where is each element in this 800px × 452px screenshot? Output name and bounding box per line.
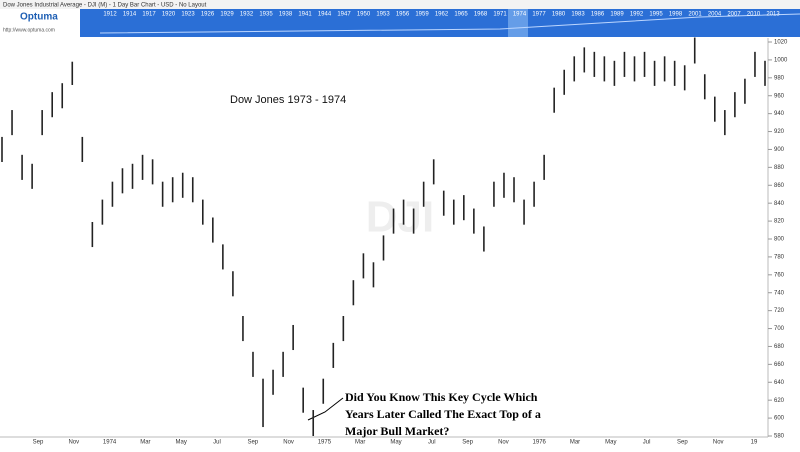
x-tick-label: Sep xyxy=(33,440,44,446)
timeline-year: 1992 xyxy=(630,12,644,18)
timeline-year: 1986 xyxy=(591,12,605,18)
y-tick-label: 700 xyxy=(774,326,785,332)
y-tick-label: 820 xyxy=(774,219,785,225)
timeline-year: 2007 xyxy=(727,12,741,18)
timeline-year: 2004 xyxy=(708,12,722,18)
x-tick-label: Jul xyxy=(428,440,436,446)
watermark: DJI xyxy=(366,193,434,242)
y-tick-label: 660 xyxy=(774,362,785,368)
timeline-selection xyxy=(508,9,528,37)
x-tick-label: Mar xyxy=(570,440,580,446)
annotation: Did You Know This Key Cycle Which xyxy=(345,390,538,404)
x-tick-label: 1974 xyxy=(103,440,117,446)
timeline-year: 1944 xyxy=(318,12,332,18)
timeline-year: 1974 xyxy=(513,12,527,18)
annotation: Major Bull Market? xyxy=(345,424,449,438)
x-tick-label: 1976 xyxy=(533,440,547,446)
timeline-year: 1959 xyxy=(415,12,429,18)
y-tick-label: 720 xyxy=(774,308,785,314)
annotation: Years Later Called The Exact Top of a xyxy=(345,407,541,421)
timeline-year: 1956 xyxy=(396,12,410,18)
y-tick-label: 940 xyxy=(774,111,785,117)
y-tick-label: 900 xyxy=(774,147,785,153)
x-tick-label: Mar xyxy=(140,440,150,446)
y-tick-label: 980 xyxy=(774,75,785,81)
timeline-year: 1926 xyxy=(201,12,215,18)
y-tick-label: 860 xyxy=(774,183,785,189)
x-tick-label: Jul xyxy=(213,440,221,446)
x-tick-label: Sep xyxy=(677,440,688,446)
timeline-year: 1965 xyxy=(454,12,468,18)
logo-box xyxy=(0,9,80,37)
y-tick-label: 1020 xyxy=(774,40,788,46)
x-tick-label: 19 xyxy=(751,440,758,446)
y-tick-label: 640 xyxy=(774,380,785,386)
timeline-year: 1941 xyxy=(298,12,312,18)
x-tick-label: May xyxy=(390,440,401,446)
x-tick-label: Nov xyxy=(713,440,724,446)
x-tick-label: May xyxy=(176,440,187,446)
timeline-year: 1935 xyxy=(259,12,273,18)
timeline-year: 1929 xyxy=(220,12,234,18)
y-tick-label: 680 xyxy=(774,344,785,350)
x-tick-label: Mar xyxy=(355,440,365,446)
url: http://www.optuma.com xyxy=(3,27,55,33)
timeline-line xyxy=(99,13,800,34)
window-title: Dow Jones Industrial Average - DJI (M) -… xyxy=(3,3,207,9)
timeline-year: 1947 xyxy=(337,12,351,18)
timeline-year: 1912 xyxy=(103,12,117,18)
chart-title: Dow Jones 1973 - 1974 xyxy=(230,94,346,106)
x-tick-label: Nov xyxy=(498,440,509,446)
timeline-year: 1950 xyxy=(357,12,371,18)
title-bar xyxy=(0,0,800,9)
timeline-year: 1983 xyxy=(571,12,585,18)
x-tick-label: 1975 xyxy=(318,440,332,446)
x-tick-label: Nov xyxy=(68,440,79,446)
logo: Optuma xyxy=(20,12,58,23)
timeline-year: 2013 xyxy=(766,12,780,18)
timeline-year: 1917 xyxy=(142,12,156,18)
timeline-year: 1971 xyxy=(493,12,507,18)
y-tick-label: 740 xyxy=(774,290,785,296)
timeline-year: 1923 xyxy=(181,12,195,18)
y-tick-label: 1000 xyxy=(774,57,788,63)
x-tick-label: May xyxy=(605,440,616,446)
timeline-year: 2010 xyxy=(747,12,761,18)
timeline-year: 1920 xyxy=(162,12,176,18)
timeline-year: 1914 xyxy=(123,12,137,18)
timeline-year: 2001 xyxy=(688,12,702,18)
y-tick-label: 580 xyxy=(774,434,785,440)
y-tick-label: 880 xyxy=(774,165,785,171)
y-tick-label: 800 xyxy=(774,237,785,243)
timeline-year: 1968 xyxy=(474,12,488,18)
timeline-year: 1953 xyxy=(376,12,390,18)
timeline-year: 1962 xyxy=(435,12,449,18)
x-tick-label: Jul xyxy=(643,440,651,446)
y-tick-label: 780 xyxy=(774,254,785,260)
y-tick-label: 620 xyxy=(774,398,785,404)
y-tick-label: 600 xyxy=(774,416,785,422)
x-tick-label: Nov xyxy=(283,440,294,446)
timeline-year: 1980 xyxy=(552,12,566,18)
timeline-year: 1932 xyxy=(240,12,254,18)
y-tick-label: 840 xyxy=(774,201,785,207)
timeline-year: 1998 xyxy=(669,12,683,18)
y-tick-label: 960 xyxy=(774,93,785,99)
timeline-year: 1989 xyxy=(610,12,624,18)
timeline-year: 1995 xyxy=(649,12,663,18)
x-tick-label: Sep xyxy=(247,440,258,446)
y-tick-label: 760 xyxy=(774,272,785,278)
y-tick-label: 920 xyxy=(774,129,785,135)
timeline-year: 1938 xyxy=(279,12,293,18)
timeline-year: 1977 xyxy=(532,12,546,18)
x-tick-label: Sep xyxy=(462,440,473,446)
